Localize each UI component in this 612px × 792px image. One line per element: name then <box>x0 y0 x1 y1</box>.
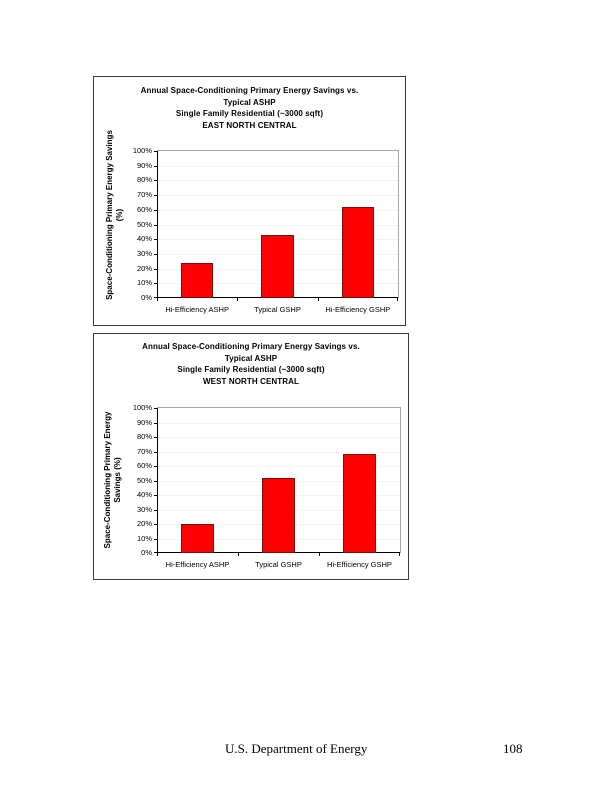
y-tick <box>154 268 157 270</box>
y-tick <box>154 209 157 211</box>
gridline <box>157 466 400 467</box>
x-tick <box>399 553 400 556</box>
y-tick-label: 30% <box>136 504 152 514</box>
y-tick <box>154 165 157 167</box>
y-tick-label: 100% <box>132 403 152 412</box>
y-tick <box>154 297 157 298</box>
bar <box>343 454 376 553</box>
bar <box>181 262 214 298</box>
gridline <box>157 209 398 211</box>
x-tick <box>317 298 319 301</box>
y-tick <box>154 466 157 467</box>
x-category-label: Hi-Efficiency GSHP <box>327 560 392 569</box>
x-category-label: Hi-Efficiency ASHP <box>165 560 230 569</box>
y-tick <box>154 437 157 438</box>
bar <box>181 524 214 553</box>
y-tick <box>154 239 157 241</box>
y-axis-label-line-1: Space-Conditioning Primary Energy <box>103 411 112 549</box>
y-axis-label: Space-Conditioning Primary Energy Saving… <box>105 130 125 300</box>
gridline <box>157 451 400 453</box>
page-number: 108 <box>503 741 523 756</box>
chart-title-line-1: Annual Space-Conditioning Primary Energy… <box>142 342 360 351</box>
chart-title-line-4: EAST NORTH CENTRAL <box>202 120 297 130</box>
y-axis-label-line-1: Space-Conditioning Primary Energy Saving… <box>105 130 114 300</box>
y-tick-label: 50% <box>136 475 152 485</box>
y-axis <box>157 408 158 553</box>
x-tick <box>238 553 239 556</box>
x-category-label: Hi-Efficiency GSHP <box>325 305 391 314</box>
chart-title-line-2: Typical ASHP <box>224 353 278 363</box>
y-tick-label: 70% <box>136 190 152 200</box>
x-tick <box>237 298 239 301</box>
y-tick-label: 0% <box>141 548 152 557</box>
chart-title-line-4: WEST NORTH CENTRAL <box>202 376 299 386</box>
y-tick-label: 10% <box>136 278 152 288</box>
y-tick <box>154 509 157 511</box>
x-category-label: Hi-Efficiency ASHP <box>165 305 229 314</box>
y-tick-label: 80% <box>136 175 152 185</box>
y-axis-label: Space-Conditioning Primary Energy Saving… <box>103 405 123 555</box>
y-tick <box>154 408 157 409</box>
y-axis-label-line-2: (%) <box>115 208 124 222</box>
y-axis-label-line-2: Savings (%) <box>113 457 122 503</box>
x-tick <box>397 298 398 301</box>
y-tick-label: 20% <box>136 263 152 273</box>
y-tick-label: 60% <box>136 461 152 470</box>
y-tick-label: 30% <box>136 248 152 258</box>
plot-area: 0% 10% 20% 30% 40% 50% 60% 70% 80% 90% 100% Hi-Effi… <box>133 147 399 314</box>
chart-east-north-central: Annual Space-Conditioning Primary Energy… <box>93 76 406 326</box>
y-tick <box>154 552 157 553</box>
gridline <box>157 437 400 438</box>
y-tick <box>154 538 157 540</box>
chart-title: Annual Space-Conditioning Primary Energy… <box>94 85 405 131</box>
y-tick-label: 10% <box>136 533 152 543</box>
gridline <box>157 180 398 182</box>
plot-area: 0% 10% 20% 30% 40% 50% 60% 70% 80% 90% 100% Hi-Effi… <box>133 404 401 569</box>
chart-title: Annual Space-Conditioning Primary Energy… <box>94 341 408 387</box>
y-tick-label: 50% <box>136 219 152 229</box>
bar <box>261 234 294 298</box>
x-category-label: Typical GSHP <box>255 560 302 569</box>
y-tick-label: 20% <box>136 519 152 528</box>
y-tick-label: 40% <box>136 490 152 499</box>
y-tick-label: 0% <box>141 293 152 302</box>
y-tick <box>154 524 157 525</box>
y-tick <box>154 151 157 152</box>
x-tick <box>319 553 320 556</box>
y-tick <box>154 451 157 453</box>
y-tick <box>154 253 157 255</box>
y-tick <box>154 422 157 424</box>
chart-title-line-2: Typical ASHP <box>223 97 276 107</box>
x-tick <box>157 298 158 301</box>
x-category-label: Typical GSHP <box>254 305 301 314</box>
y-tick-label: 100% <box>132 146 152 155</box>
y-tick <box>154 180 157 182</box>
gridline <box>157 165 398 167</box>
y-axis <box>157 151 158 298</box>
y-tick-label: 90% <box>136 160 152 170</box>
y-tick-label: 40% <box>136 234 152 244</box>
y-tick <box>154 480 157 482</box>
chart-title-line-1: Annual Space-Conditioning Primary Energy… <box>140 86 359 95</box>
bar <box>341 206 374 298</box>
bar <box>262 477 295 553</box>
chart-west-north-central: Annual Space-Conditioning Primary Energy… <box>93 333 409 580</box>
y-tick-label: 60% <box>136 204 152 214</box>
gridline <box>157 422 400 424</box>
footer-organization: U.S. Department of Energy <box>225 741 368 756</box>
y-tick <box>154 495 157 496</box>
y-tick-label: 80% <box>136 432 152 441</box>
x-tick <box>157 553 158 556</box>
y-tick <box>154 224 157 226</box>
chart-title-line-3: Single Family Residential (~3000 sqft) <box>175 109 324 118</box>
chart-title-line-3: Single Family Residential (~3000 sqft) <box>177 365 325 374</box>
y-tick <box>154 283 157 285</box>
gridline <box>157 195 398 197</box>
y-tick <box>154 195 157 197</box>
gridline <box>157 224 398 226</box>
y-tick-label: 70% <box>136 446 152 456</box>
y-tick-label: 90% <box>136 417 152 427</box>
